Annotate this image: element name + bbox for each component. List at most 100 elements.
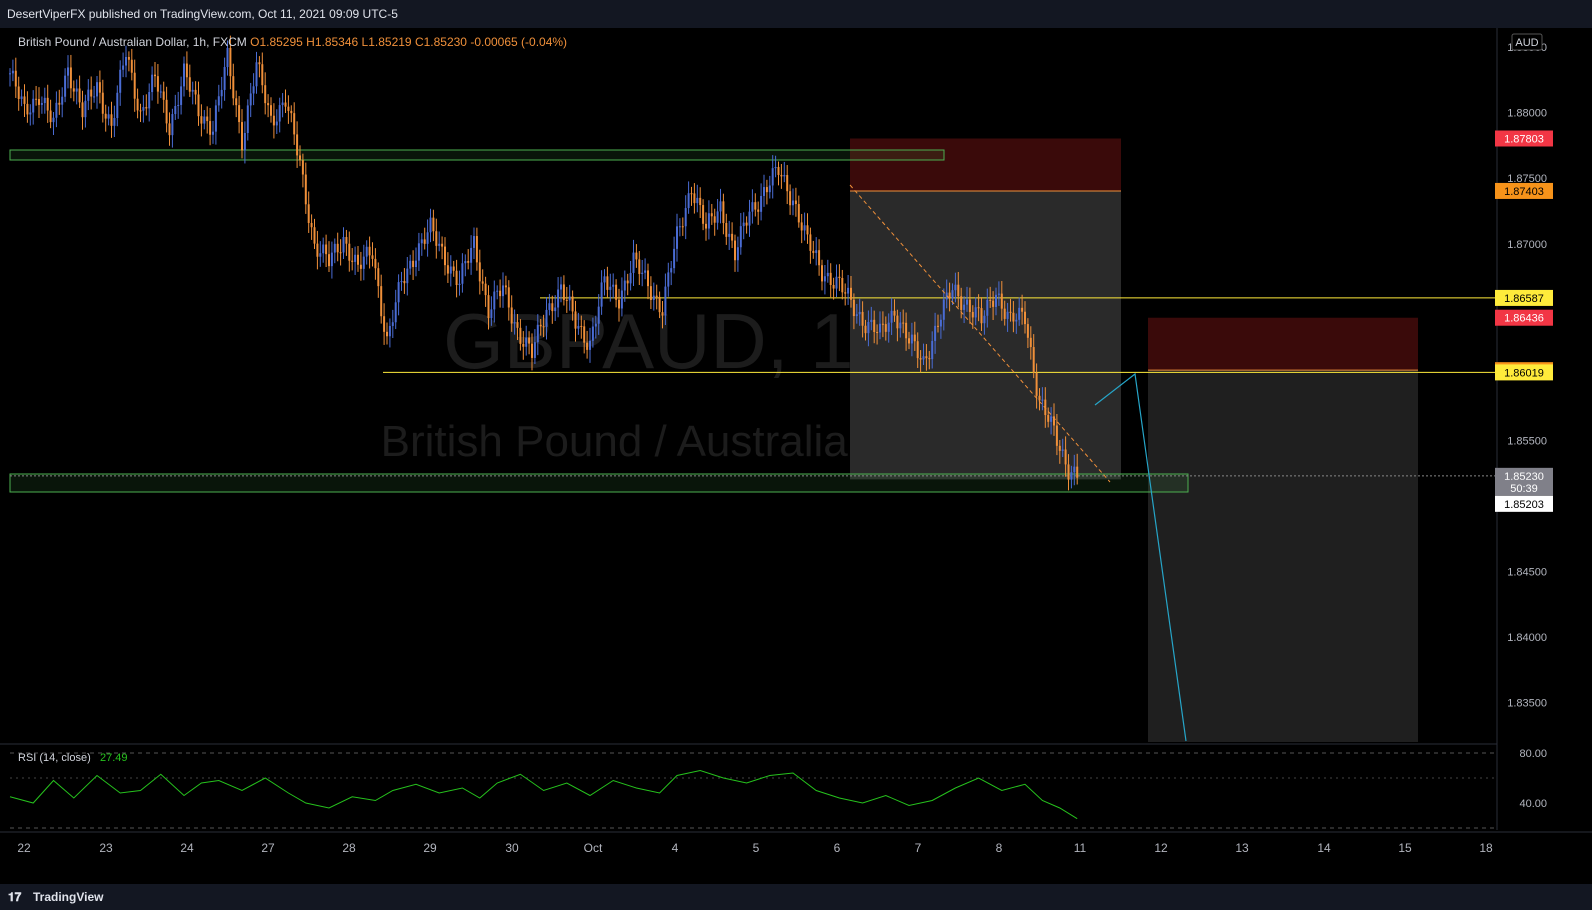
candle-body [922, 356, 925, 360]
publish-header-bar: DesertViperFX published on TradingView.c… [0, 0, 1592, 28]
candle-body [1029, 337, 1032, 348]
candle-body [238, 105, 241, 123]
candle-body [1026, 324, 1029, 338]
candle-body [98, 82, 101, 93]
candle-body [481, 281, 484, 284]
candle-body [754, 202, 757, 210]
time-tick-label: 6 [834, 841, 841, 855]
legend-value: -0.00065 (-0.04%) [470, 35, 567, 49]
candle-body [359, 264, 362, 269]
candle-body [304, 174, 307, 205]
candle-body [159, 91, 162, 93]
candle-body [420, 239, 423, 244]
candle-body [623, 280, 626, 291]
candle-body [676, 226, 678, 249]
candle-body [241, 122, 243, 151]
candle-body [1041, 399, 1044, 401]
take-profit-zone-2 [1148, 370, 1418, 742]
candle-body [995, 294, 997, 307]
candle-body [475, 236, 478, 263]
candle-body [490, 309, 493, 319]
candle-body [394, 302, 397, 323]
candle-body [174, 106, 177, 115]
candle-body [438, 243, 441, 246]
candle-body [678, 226, 681, 228]
candle-body [879, 323, 881, 333]
candle-body [855, 314, 858, 317]
candle-body [577, 325, 580, 329]
candle-body [745, 222, 748, 226]
candle-body [1047, 415, 1050, 422]
candle-body [960, 296, 963, 310]
candle-body [780, 174, 783, 177]
candle-body [168, 123, 171, 136]
candle-body [206, 116, 209, 122]
candle-body [710, 213, 713, 217]
candle-body [484, 283, 487, 296]
candle-body [1012, 312, 1015, 322]
candle-body [188, 77, 191, 92]
candle-body [522, 343, 525, 347]
candle-body [835, 276, 838, 289]
candle-body [415, 260, 417, 268]
candle-body [348, 243, 351, 261]
candle-body [504, 285, 507, 288]
candle-body [499, 290, 502, 297]
candle-body [931, 340, 934, 360]
candle-body [899, 322, 902, 329]
candle-body [1055, 425, 1058, 446]
currency-badge-box [1511, 33, 1543, 51]
time-tick-label: 14 [1317, 841, 1331, 855]
candle-body [812, 250, 815, 253]
candle-body [49, 110, 52, 123]
candle-body [586, 342, 589, 350]
candle-body [1044, 399, 1047, 416]
candle-body [223, 67, 226, 90]
price-label: 1.87803 [1504, 133, 1544, 145]
candle-body [403, 280, 406, 284]
candle-body [1064, 449, 1067, 465]
resistance-zone [9, 149, 945, 161]
candle-body [594, 323, 597, 327]
candle-body [905, 322, 908, 339]
candle-body [881, 323, 884, 325]
candle-body [1053, 416, 1055, 426]
candle-body [1000, 293, 1003, 309]
candle-body [792, 200, 794, 206]
candle-body [971, 311, 974, 318]
candle-body [20, 96, 23, 99]
candle-body [925, 356, 928, 359]
candle-body [446, 265, 449, 274]
candle-body [14, 70, 17, 87]
price-chart[interactable]: GBPAUD, 1h British Pound / Australian Dol… [0, 28, 1592, 884]
publisher-info: DesertViperFX published on TradingView.c… [7, 7, 398, 21]
candle-body [342, 237, 345, 253]
tradingview-brand[interactable]: TradingView [33, 890, 104, 904]
candle-body [380, 286, 383, 317]
candle-body [647, 270, 649, 287]
price-tick-label: 1.84500 [1507, 567, 1547, 579]
candle-body [52, 117, 55, 123]
candle-body [258, 62, 261, 65]
footer-bar: 𝟏𝟕 TradingView [0, 884, 1592, 910]
time-tick-label: 15 [1398, 841, 1412, 855]
candle-body [23, 96, 26, 104]
candle-body [383, 316, 386, 332]
candle-body [127, 57, 130, 60]
price-label-box [1495, 289, 1553, 306]
price-label: 1.87403 [1504, 186, 1544, 198]
candle-body [1006, 311, 1009, 319]
candle-body [1076, 466, 1079, 478]
support-zone [9, 473, 1189, 493]
candle-body [681, 226, 684, 228]
price-label: 1.86436 [1504, 313, 1544, 325]
candle-body [1032, 347, 1035, 373]
candle-body [449, 266, 452, 274]
candle-body [502, 285, 504, 297]
candle-body [156, 76, 159, 92]
tradingview-logo-icon[interactable]: 𝟏𝟕 [8, 890, 22, 904]
time-tick-label: 7 [915, 841, 922, 855]
candle-body [235, 98, 238, 106]
candle-body [69, 67, 72, 89]
candle-body [719, 201, 722, 212]
